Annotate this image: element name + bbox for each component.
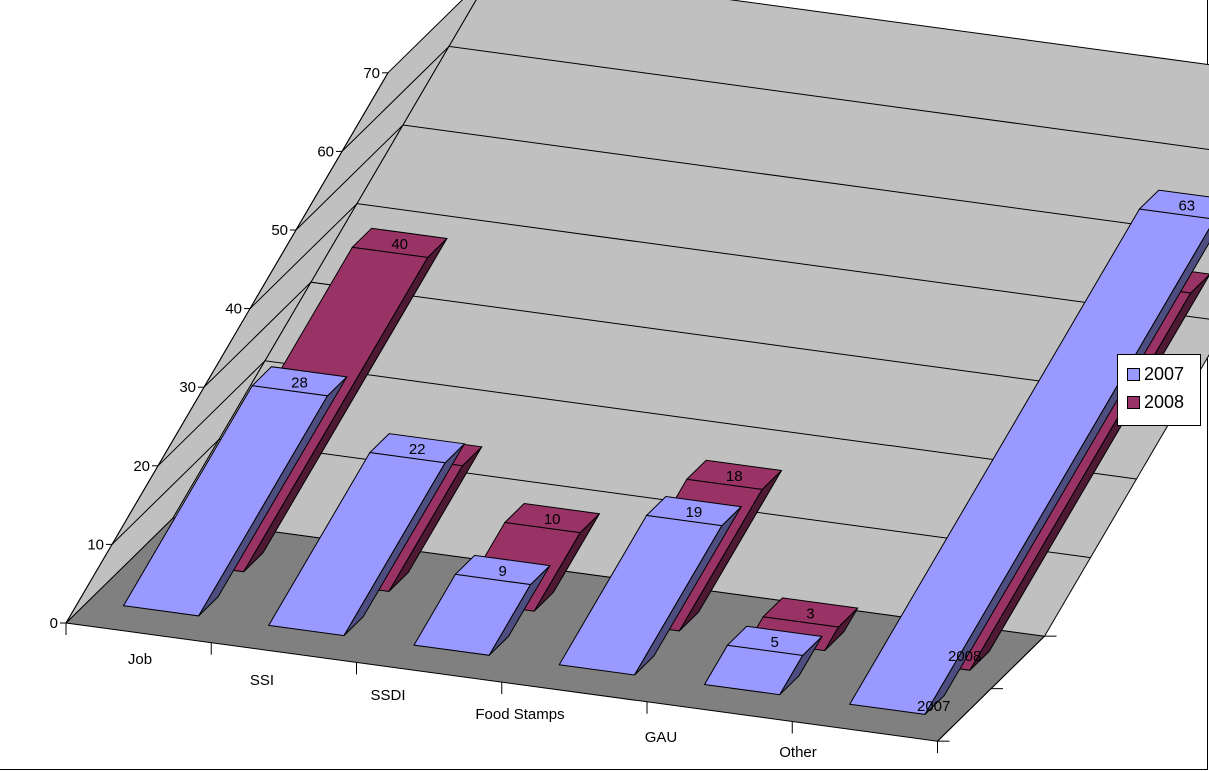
- gridlines: [111, 45, 1209, 559]
- category-label: Food Stamps: [475, 706, 564, 723]
- category-label: SSI: [250, 672, 274, 689]
- y-tick-label: 60: [317, 143, 334, 160]
- bar-front-face: [848, 208, 1209, 715]
- gridline: [249, 203, 1209, 320]
- gridline: [295, 124, 1209, 235]
- bar-2007-other: 63: [848, 189, 1209, 715]
- y-tick-label: 0: [50, 615, 58, 632]
- bar-2007-job: 28: [122, 366, 348, 617]
- bar-top-face: [368, 433, 466, 464]
- bar-2007-ssdi: 9: [413, 554, 551, 656]
- y-tick-label: 20: [133, 458, 150, 475]
- labels: Job SSI SSDI Food Stamps GAU Other 2007 2008: [128, 648, 981, 761]
- gridline: [111, 438, 1091, 559]
- bar-top-face: [645, 495, 743, 527]
- legend-item-2007: 2007: [1127, 360, 1200, 388]
- gridline: [157, 360, 1137, 480]
- legend: 2007 2008: [1117, 354, 1201, 426]
- category-label: Job: [128, 651, 152, 668]
- bar-2007-food-stamps: 19: [558, 495, 743, 676]
- bar-top-face: [351, 227, 448, 258]
- y-tick-label: 30: [179, 379, 196, 396]
- bar-top-face: [1138, 189, 1209, 219]
- depth-label: 2007: [917, 698, 950, 715]
- category-label: GAU: [645, 729, 678, 746]
- legend-label-2007: 2007: [1144, 363, 1185, 384]
- axes: 0 10 20 30 40 50 60 70: [50, 65, 1057, 754]
- data-label: 3: [806, 605, 814, 622]
- bar-top-face: [454, 554, 551, 586]
- bar-top-face: [251, 366, 348, 397]
- bar-top-face: [685, 459, 783, 490]
- legend-item-2008: 2008: [1127, 388, 1200, 416]
- gridline: [341, 45, 1209, 152]
- data-label: 10: [544, 511, 561, 528]
- y-tick-label: 50: [271, 222, 288, 239]
- data-label: 40: [391, 236, 408, 253]
- data-label: 5: [771, 634, 779, 651]
- bar-top-face: [762, 597, 859, 628]
- gridline: [203, 281, 1183, 401]
- y-tick-label: 70: [363, 65, 380, 82]
- y-tick-label: 10: [87, 536, 104, 553]
- data-label: 18: [726, 468, 743, 485]
- bar-top-face: [726, 625, 824, 656]
- legend-swatch-2008: [1127, 395, 1140, 409]
- bar-top-face: [503, 502, 601, 534]
- data-label: 63: [1178, 198, 1195, 215]
- category-label: Other: [779, 744, 817, 761]
- y-axis-line: [65, 72, 389, 624]
- data-label: 19: [686, 504, 703, 521]
- bar-2007-ssi: 22: [267, 433, 466, 637]
- data-label: 28: [291, 374, 308, 391]
- y-tick-label: 40: [225, 301, 242, 318]
- data-label: 9: [498, 563, 506, 580]
- bar-2007-gau: 5: [703, 625, 824, 696]
- legend-swatch-2007: [1127, 367, 1140, 381]
- data-label: 22: [409, 441, 426, 458]
- category-label: SSDI: [370, 687, 405, 704]
- depth-label: 2008: [948, 648, 981, 665]
- legend-label-2008: 2008: [1144, 391, 1185, 412]
